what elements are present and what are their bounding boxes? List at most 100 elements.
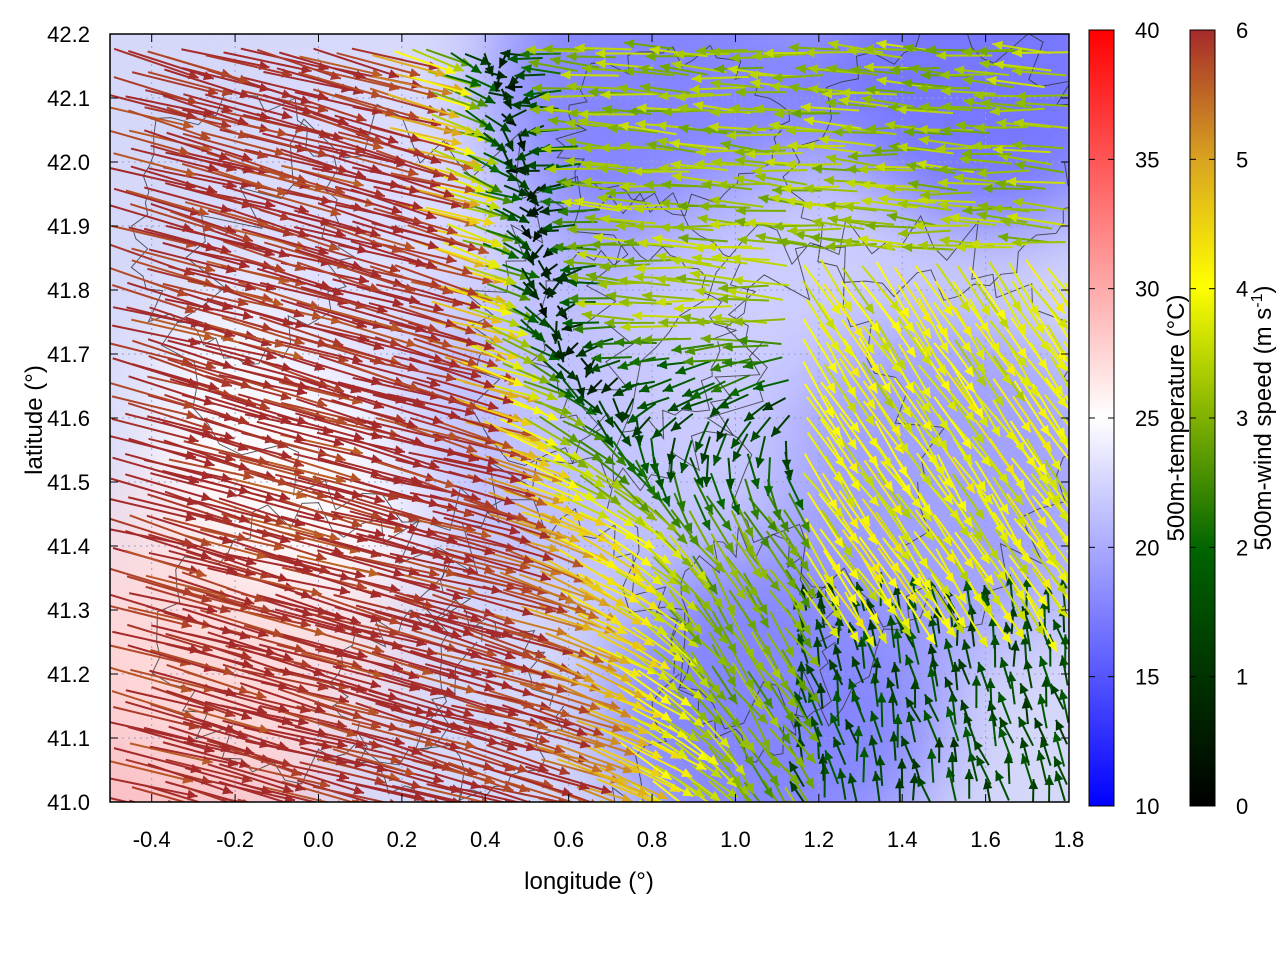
wind-vector	[373, 207, 458, 235]
wind-vector	[111, 395, 198, 420]
wind-vector-head	[718, 294, 729, 304]
wind-vector	[259, 705, 347, 730]
wind-vector-head	[1015, 478, 1026, 490]
wind-vector	[147, 415, 235, 441]
wind-vector	[338, 304, 426, 333]
wind-vector-head	[536, 440, 548, 450]
wind-vector	[371, 650, 459, 680]
wind-vector-head	[825, 318, 835, 330]
wind-vector-head	[726, 665, 736, 676]
wind-vector-shaft	[373, 460, 456, 488]
wind-vector-head	[294, 782, 306, 792]
wind-vector-head	[913, 221, 924, 231]
wind-vector-head	[517, 327, 529, 338]
wind-vector-head	[849, 517, 859, 529]
wind-vector	[1028, 282, 1069, 330]
wind-vector	[638, 799, 645, 802]
wind-vector-shaft	[599, 799, 607, 802]
wind-vector	[350, 646, 434, 676]
wind-vector-head	[726, 604, 735, 616]
wind-vector-head	[332, 287, 344, 297]
wind-vector	[972, 357, 1004, 407]
wind-vector-shaft	[368, 668, 456, 696]
wind-vector-shaft	[466, 647, 552, 679]
wind-vector-shaft	[203, 550, 289, 582]
wind-vector	[839, 412, 879, 467]
wind-vector-head	[702, 476, 712, 487]
wind-vector	[882, 537, 923, 589]
wind-vector	[992, 399, 1026, 454]
wind-vector-head	[316, 727, 328, 737]
wind-vector-head	[450, 629, 462, 639]
wind-vector-head	[643, 636, 655, 646]
wind-vector-shaft	[407, 517, 492, 538]
wind-vector	[499, 418, 559, 447]
wind-vector-head	[374, 775, 386, 786]
wind-vector-shaft	[617, 783, 661, 802]
wind-vector	[596, 419, 614, 448]
wind-vector-shaft	[522, 648, 595, 683]
wind-vector-head	[789, 761, 799, 773]
wind-vector	[860, 280, 902, 333]
wind-vector	[579, 587, 643, 626]
wind-vector-head	[356, 649, 368, 660]
wind-vector-head	[670, 421, 682, 431]
wind-vector	[721, 357, 765, 368]
wind-vector-head	[425, 708, 437, 718]
wind-vector	[375, 417, 460, 441]
wind-vector-shaft	[504, 780, 575, 802]
wind-vector	[296, 705, 382, 730]
wind-vector	[350, 204, 438, 234]
wind-vector-head	[634, 263, 645, 274]
wind-vector	[726, 287, 784, 301]
wind-vector-head	[560, 264, 571, 274]
wind-vector-head	[674, 222, 685, 232]
wind-vector-head	[1006, 671, 1017, 683]
wind-vector-shaft	[482, 549, 561, 576]
wind-vector-shaft	[839, 412, 879, 467]
wind-vector-head	[538, 306, 547, 318]
wind-vector-head	[392, 567, 404, 578]
wind-vector	[110, 342, 193, 367]
wind-vector	[857, 234, 917, 247]
wind-vector	[298, 377, 385, 410]
wind-vector	[1006, 493, 1046, 550]
wind-vector-head	[573, 324, 584, 334]
wind-vector	[162, 241, 250, 269]
wind-vector-head	[1034, 624, 1044, 636]
wind-vector-head	[671, 344, 682, 354]
wind-vector-shaft	[898, 343, 932, 399]
wind-vector	[424, 613, 513, 639]
wind-vector	[164, 393, 250, 425]
wind-vector-head	[408, 670, 420, 680]
wind-vector-head	[964, 769, 974, 780]
wind-vector-head	[726, 287, 737, 297]
wind-vector-head	[946, 400, 957, 412]
wind-vector	[412, 381, 499, 411]
wind-vector	[930, 573, 967, 628]
wind-vector-shaft	[143, 458, 232, 481]
wind-vector-head	[710, 362, 722, 373]
wind-vector-head	[832, 644, 842, 655]
wind-vector-head	[659, 660, 671, 670]
wind-vector	[521, 475, 584, 502]
wind-vector-head	[780, 733, 791, 744]
wind-vector-shaft	[187, 229, 275, 256]
wind-vector	[182, 607, 269, 638]
wind-vector-head	[921, 504, 931, 516]
wind-vector-head	[868, 495, 879, 507]
wind-vector	[992, 476, 1027, 527]
wind-vector-head	[1055, 719, 1065, 731]
wind-vector-shaft	[861, 498, 904, 555]
wind-vector-shaft	[595, 746, 662, 777]
wind-vector-head	[449, 740, 461, 751]
wind-vector	[1052, 731, 1066, 767]
wind-vector-head	[892, 628, 903, 639]
wind-vector-head	[750, 508, 760, 520]
wind-vector-shaft	[317, 202, 404, 234]
wind-vector-shaft	[914, 421, 946, 477]
wind-vector-head	[208, 381, 219, 391]
wind-vector	[558, 474, 607, 500]
wind-vector-shaft	[802, 338, 837, 394]
wind-vector	[636, 396, 670, 410]
